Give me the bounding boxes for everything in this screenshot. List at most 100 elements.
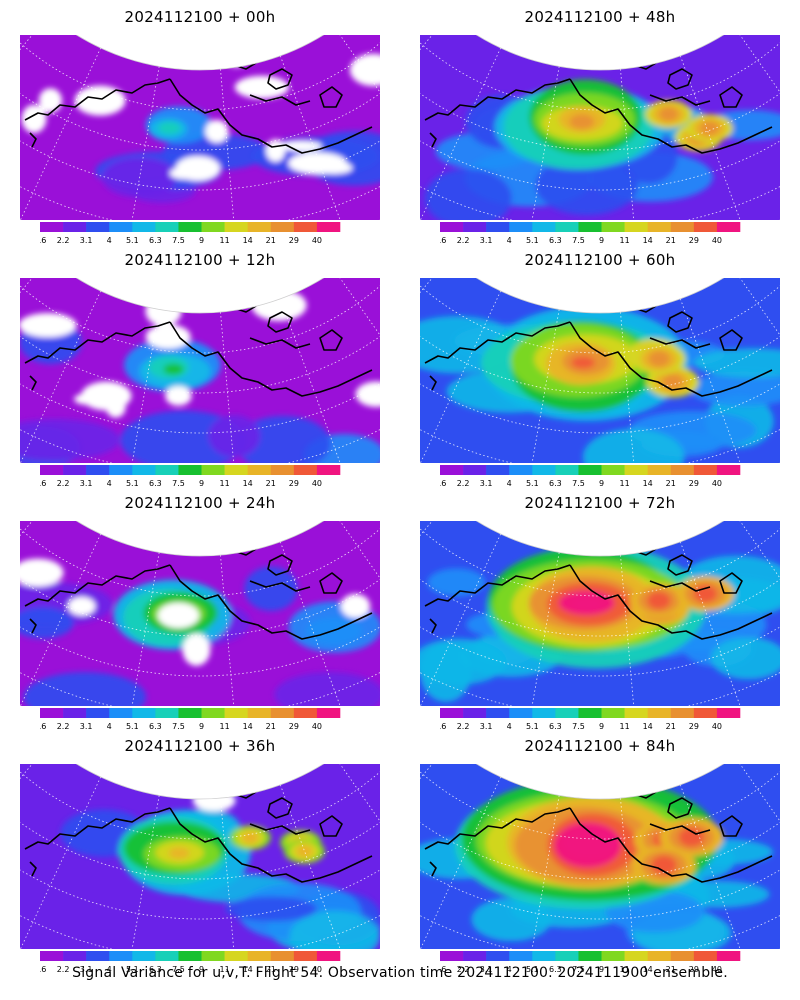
colorbar-swatch <box>132 708 156 718</box>
variance-map <box>420 278 780 463</box>
colorbar-tick-label: 40 <box>312 965 322 974</box>
figure-caption: Signal Variance for u,v,T. Flight 54. Ob… <box>72 965 728 981</box>
colorbar-swatch <box>463 951 487 961</box>
colorbar-tick-label: 2.2 <box>57 965 70 974</box>
colorbar: 1.6 2.2 3.1 4 5.1 6.3 7.5 9 11 14 21 29 40 <box>440 951 741 974</box>
colorbar-swatch <box>532 951 556 961</box>
colorbar-tick-label: 2.2 <box>457 722 470 731</box>
colorbar-swatch <box>178 222 202 232</box>
variance-map <box>420 764 780 949</box>
colorbar-tick-label: 9 <box>199 236 204 245</box>
colorbar-tick-label: 14 <box>243 722 253 731</box>
colorbar: 1.6 2.2 3.1 4 5.1 6.3 7.5 9 11 14 21 29 40 <box>440 222 741 245</box>
colorbar-swatch <box>555 708 579 718</box>
colorbar-swatch <box>509 951 533 961</box>
colorbar-swatch <box>132 465 156 475</box>
colorbar-swatch <box>601 465 625 475</box>
forecast-panel: 2024112100 + 60h 1.6 2.2 3.1 4 5.1 6.3 7.5 9 11 14… <box>400 243 800 488</box>
colorbar-swatch <box>509 465 533 475</box>
colorbar-swatch <box>86 708 110 718</box>
colorbar-swatch <box>693 222 718 232</box>
colorbar-tick-label: 4 <box>507 479 512 488</box>
colorbar-tick-label: 21 <box>666 722 676 731</box>
colorbar-tick-label: 6.3 <box>149 236 162 245</box>
colorbar-tick-label: 9 <box>599 722 604 731</box>
colorbar-tick-label: 11 <box>620 236 630 245</box>
colorbar-swatch <box>86 951 110 961</box>
colorbar-tick-label: 5.1 <box>526 722 539 731</box>
colorbar-tick-label: 29 <box>689 722 699 731</box>
colorbar-swatch <box>624 951 648 961</box>
colorbar: 1.6 2.2 3.1 4 5.1 6.3 7.5 9 11 14 21 29 40 <box>40 708 341 731</box>
colorbar-tick-label: 4 <box>507 965 512 974</box>
colorbar-swatch <box>532 708 556 718</box>
colorbar-tick-label: 7.5 <box>572 236 585 245</box>
panel-title: 2024112100 + 00h <box>124 8 276 26</box>
colorbar-swatch <box>601 951 625 961</box>
colorbar-tick-label: 5.1 <box>526 236 539 245</box>
colorbar-tick-label: 3.1 <box>80 965 93 974</box>
colorbar-swatch <box>155 465 179 475</box>
colorbar-swatch <box>555 951 579 961</box>
colorbar-swatch <box>63 708 87 718</box>
colorbar-tick-label: 4 <box>107 236 112 245</box>
colorbar-swatch <box>178 708 202 718</box>
colorbar-swatch <box>440 951 464 961</box>
colorbar-tick-label: 1.6 <box>440 236 446 245</box>
colorbar-tick-label: 4 <box>507 236 512 245</box>
colorbar-swatch <box>63 951 87 961</box>
colorbar-tick-label: 29 <box>289 236 299 245</box>
forecast-panel: 2024112100 + 48h 1.6 2.2 3.1 4 5.1 6.3 7.5 9 11 14… <box>400 0 800 245</box>
colorbar-swatch <box>463 465 487 475</box>
colorbar-swatch <box>624 222 648 232</box>
variance-map <box>20 521 380 706</box>
colorbar-swatch <box>132 951 156 961</box>
colorbar-swatch <box>132 222 156 232</box>
colorbar-tick-label: 29 <box>289 722 299 731</box>
colorbar-tick-label: 29 <box>689 965 699 974</box>
colorbar-tick-label: 21 <box>266 236 276 245</box>
panel-title: 2024112100 + 84h <box>524 737 676 755</box>
colorbar-swatch <box>224 222 248 232</box>
colorbar-swatch <box>578 708 602 718</box>
colorbar-swatch <box>224 465 248 475</box>
colorbar-tick-label: 21 <box>666 236 676 245</box>
colorbar-swatch <box>40 222 64 232</box>
colorbar-swatch <box>316 708 341 718</box>
colorbar-swatch <box>63 465 87 475</box>
colorbar-tick-label: 1.6 <box>40 479 46 488</box>
colorbar-tick-label: 5.1 <box>126 236 139 245</box>
variance-map <box>20 35 380 220</box>
colorbar-swatch <box>178 951 202 961</box>
colorbar-swatch <box>647 951 672 961</box>
colorbar-tick-label: 6.3 <box>149 479 162 488</box>
colorbar-swatch <box>109 951 133 961</box>
colorbar-tick-label: 21 <box>266 722 276 731</box>
colorbar-tick-label: 6.3 <box>149 722 162 731</box>
colorbar-swatch <box>578 465 602 475</box>
colorbar-swatch <box>716 465 741 475</box>
colorbar: 1.6 2.2 3.1 4 5.1 6.3 7.5 9 11 14 21 29 40 <box>40 951 341 974</box>
colorbar-tick-label: 7.5 <box>172 965 185 974</box>
panel-title: 2024112100 + 72h <box>524 494 676 512</box>
colorbar-tick-label: 14 <box>243 236 253 245</box>
colorbar-swatch <box>670 708 695 718</box>
colorbar-tick-label: 11 <box>220 722 230 731</box>
variance-map <box>420 521 780 706</box>
colorbar-swatch <box>440 222 464 232</box>
colorbar-tick-label: 40 <box>712 722 722 731</box>
colorbar-swatch <box>178 465 202 475</box>
colorbar-tick-label: 21 <box>266 479 276 488</box>
colorbar-tick-label: 14 <box>643 236 653 245</box>
colorbar-tick-label: 1.6 <box>440 722 446 731</box>
colorbar-tick-label: 3.1 <box>480 722 493 731</box>
colorbar-tick-label: 14 <box>643 479 653 488</box>
forecast-panel: 2024112100 + 84h 1.6 2.2 3.1 4 5.1 6.3 7.5 9 11 14… <box>400 729 800 974</box>
colorbar-swatch <box>224 708 248 718</box>
colorbar-tick-label: 29 <box>289 479 299 488</box>
colorbar-swatch <box>109 465 133 475</box>
colorbar-swatch <box>486 222 510 232</box>
colorbar-swatch <box>532 465 556 475</box>
colorbar-swatch <box>247 951 272 961</box>
colorbar-tick-label: 11 <box>220 965 230 974</box>
